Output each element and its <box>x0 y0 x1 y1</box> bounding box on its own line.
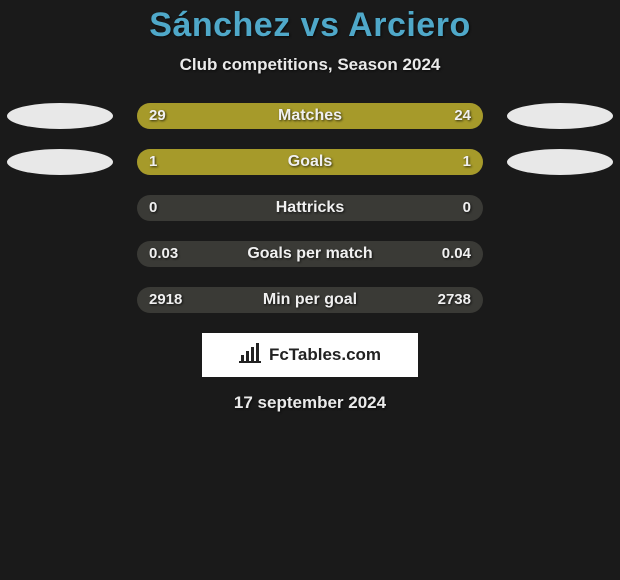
stats-rows: 2924Matches 11Goals 00Hattricks 0.030.04Goa… <box>0 103 620 313</box>
stat-label: Hattricks <box>137 195 483 221</box>
stat-label: Min per goal <box>137 287 483 313</box>
stat-label: Goals <box>137 149 483 175</box>
player-left-ellipse <box>7 103 113 129</box>
stat-row: 11Goals <box>0 149 620 175</box>
stat-bar-track: 0.030.04Goals per match <box>137 241 483 267</box>
page-title: Sánchez vs Arciero <box>0 6 620 45</box>
subtitle: Club competitions, Season 2024 <box>0 55 620 75</box>
stat-row: 00Hattricks <box>0 195 620 221</box>
stat-row: 0.030.04Goals per match <box>0 241 620 267</box>
stat-label: Matches <box>137 103 483 129</box>
stat-row: 2924Matches <box>0 103 620 129</box>
brand-label: FcTables.com <box>269 345 381 365</box>
player-right-ellipse <box>507 103 613 129</box>
brand-box[interactable]: FcTables.com <box>202 333 418 377</box>
player-right-ellipse <box>507 149 613 175</box>
player-left-ellipse <box>7 149 113 175</box>
stat-bar-track: 00Hattricks <box>137 195 483 221</box>
comparison-card: Sánchez vs Arciero Club competitions, Se… <box>0 0 620 413</box>
stat-bar-track: 11Goals <box>137 149 483 175</box>
stat-row: 29182738Min per goal <box>0 287 620 313</box>
stat-bar-track: 2924Matches <box>137 103 483 129</box>
stat-label: Goals per match <box>137 241 483 267</box>
bar-chart-icon <box>239 343 263 368</box>
stat-bar-track: 29182738Min per goal <box>137 287 483 313</box>
date-label: 17 september 2024 <box>0 393 620 413</box>
